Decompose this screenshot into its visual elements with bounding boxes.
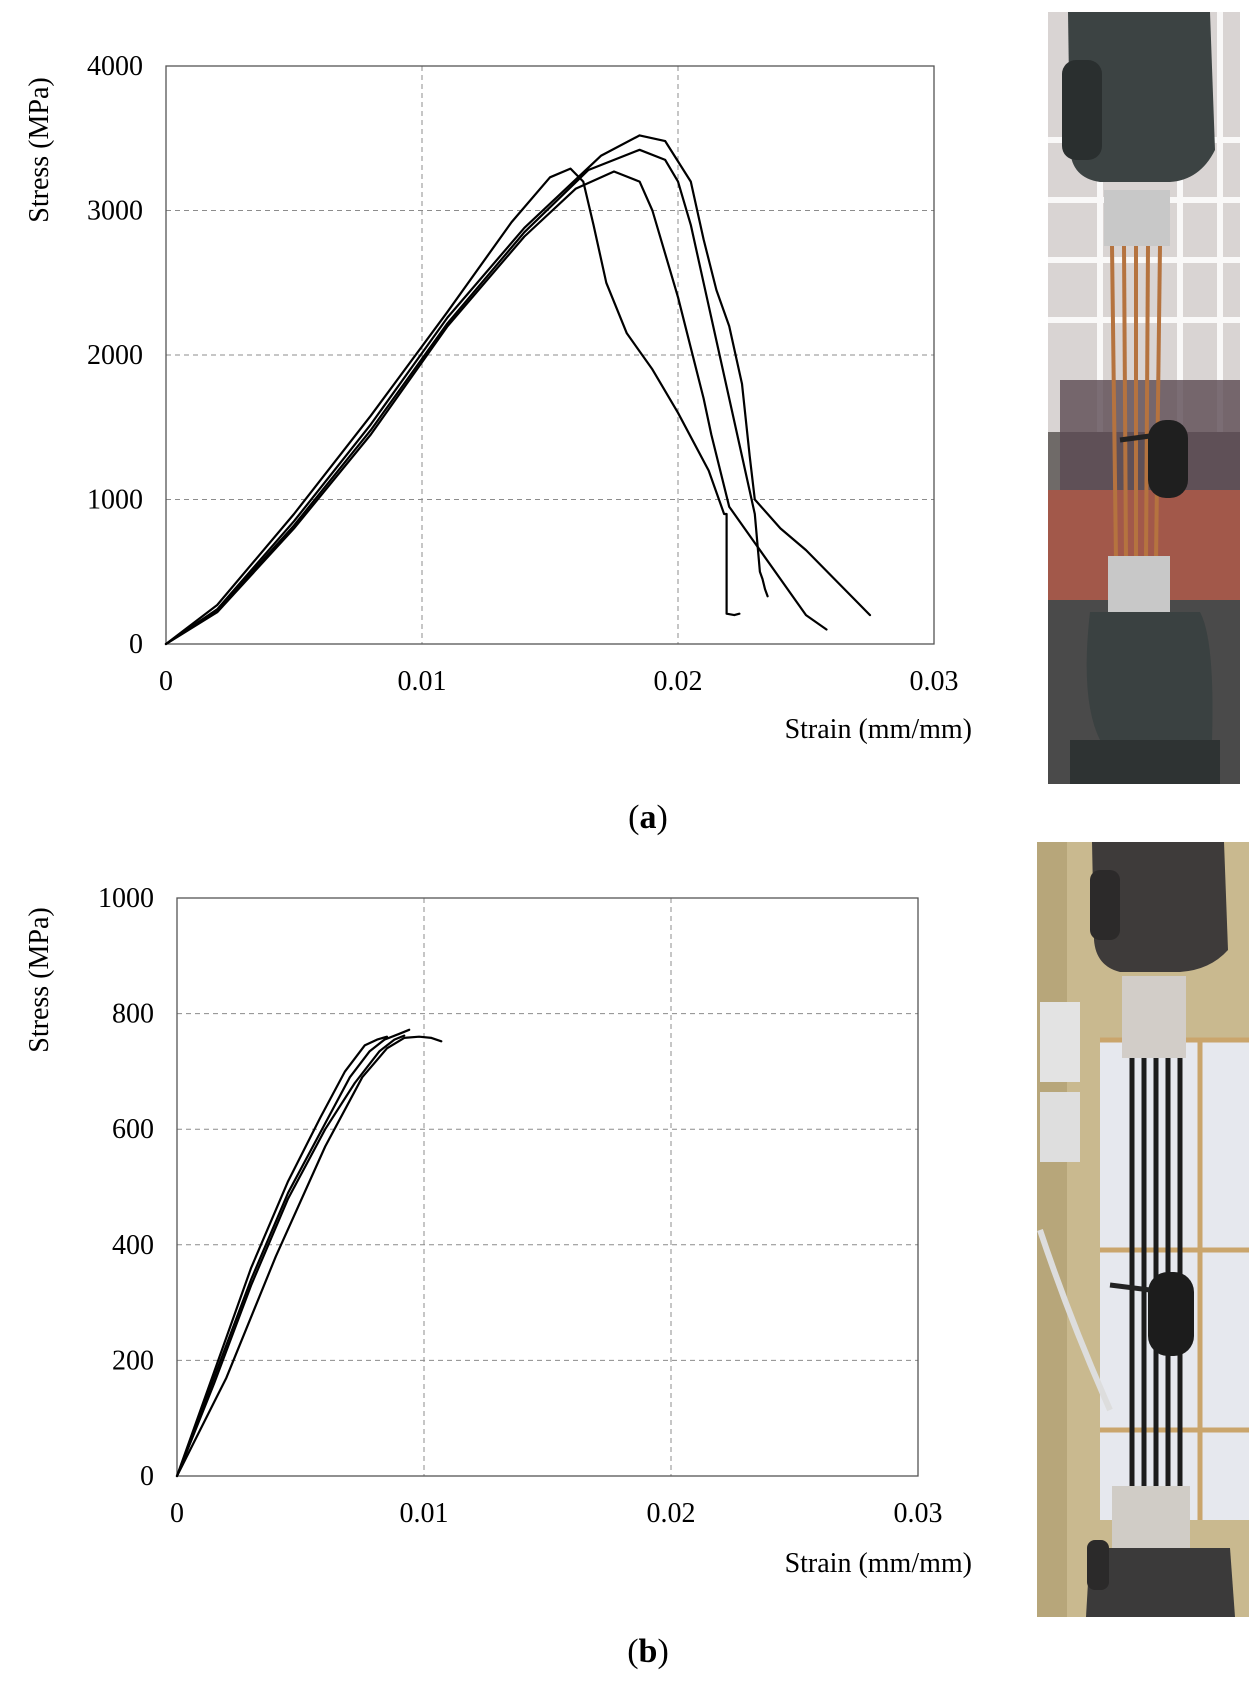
- y-tick-label: 400: [112, 1230, 154, 1261]
- series-line-b-4: [175, 1035, 443, 1478]
- caption-a: (a): [628, 799, 668, 836]
- x-tick-label: 0: [159, 666, 173, 697]
- series-line-a-2: [164, 170, 828, 646]
- grid-b: [177, 898, 918, 1476]
- y-tick-label: 600: [112, 1114, 154, 1145]
- y-axis-label-b: Stress (MPa): [24, 907, 55, 1052]
- carbon-specimen-photo: [1048, 12, 1240, 784]
- y-tick-label: 2000: [87, 340, 143, 371]
- x-tick-label: 0.02: [654, 666, 703, 697]
- caption-b: (b): [627, 1633, 669, 1670]
- plot-frame-a: [165, 65, 935, 645]
- series-line-b-3: [175, 1034, 406, 1478]
- y-tick-label: 800: [112, 999, 154, 1030]
- x-tick-label: 0.01: [400, 1498, 449, 1529]
- x-tick-label: 0.01: [398, 666, 447, 697]
- y-tick-label: 4000: [87, 51, 143, 82]
- x-ticks-b: 0 0.01 0.02 0.03: [170, 1498, 943, 1529]
- x-tick-label: 0.03: [894, 1498, 943, 1529]
- y-tick-label: 3000: [87, 196, 143, 227]
- y-tick-label: 0: [129, 629, 143, 660]
- series-line-a-3: [164, 148, 769, 646]
- series-line-a-4: [164, 134, 872, 646]
- y-ticks-a: 0 1000 2000 3000 4000: [87, 51, 143, 660]
- chart-a: 0 1000 2000 3000 4000 0 0.01 0.02 0.03 Stress (…: [24, 51, 972, 745]
- y-axis-label-a: Stress (MPa): [24, 77, 55, 222]
- x-axis-label-a: Strain (mm/mm): [785, 714, 972, 745]
- y-tick-label: 0: [140, 1461, 154, 1492]
- series-line-a-1: [164, 167, 741, 646]
- grid-a: [166, 66, 934, 644]
- basalt-specimen-photo: [1037, 842, 1249, 1617]
- caption-b-letter: b: [639, 1633, 658, 1670]
- chart-b: 0 200 400 600 800 1000 0 0.01 0.02 0.03 Stress (…: [24, 883, 972, 1579]
- caption-a-letter: a: [640, 799, 657, 836]
- y-tick-label: 200: [112, 1345, 154, 1376]
- curves-a: [164, 134, 872, 646]
- x-tick-label: 0: [170, 1498, 184, 1529]
- x-tick-label: 0.02: [647, 1498, 696, 1529]
- curves-b: [175, 1028, 443, 1478]
- series-line-b-1: [175, 1035, 389, 1478]
- x-ticks-a: 0 0.01 0.02 0.03: [159, 666, 959, 697]
- plot-frame-b: [176, 897, 919, 1477]
- y-tick-label: 1000: [87, 485, 143, 516]
- x-axis-label-b: Strain (mm/mm): [785, 1548, 972, 1579]
- y-tick-label: 1000: [98, 883, 154, 914]
- x-tick-label: 0.03: [910, 666, 959, 697]
- y-ticks-b: 0 200 400 600 800 1000: [98, 883, 154, 1492]
- series-line-b-2: [175, 1028, 411, 1478]
